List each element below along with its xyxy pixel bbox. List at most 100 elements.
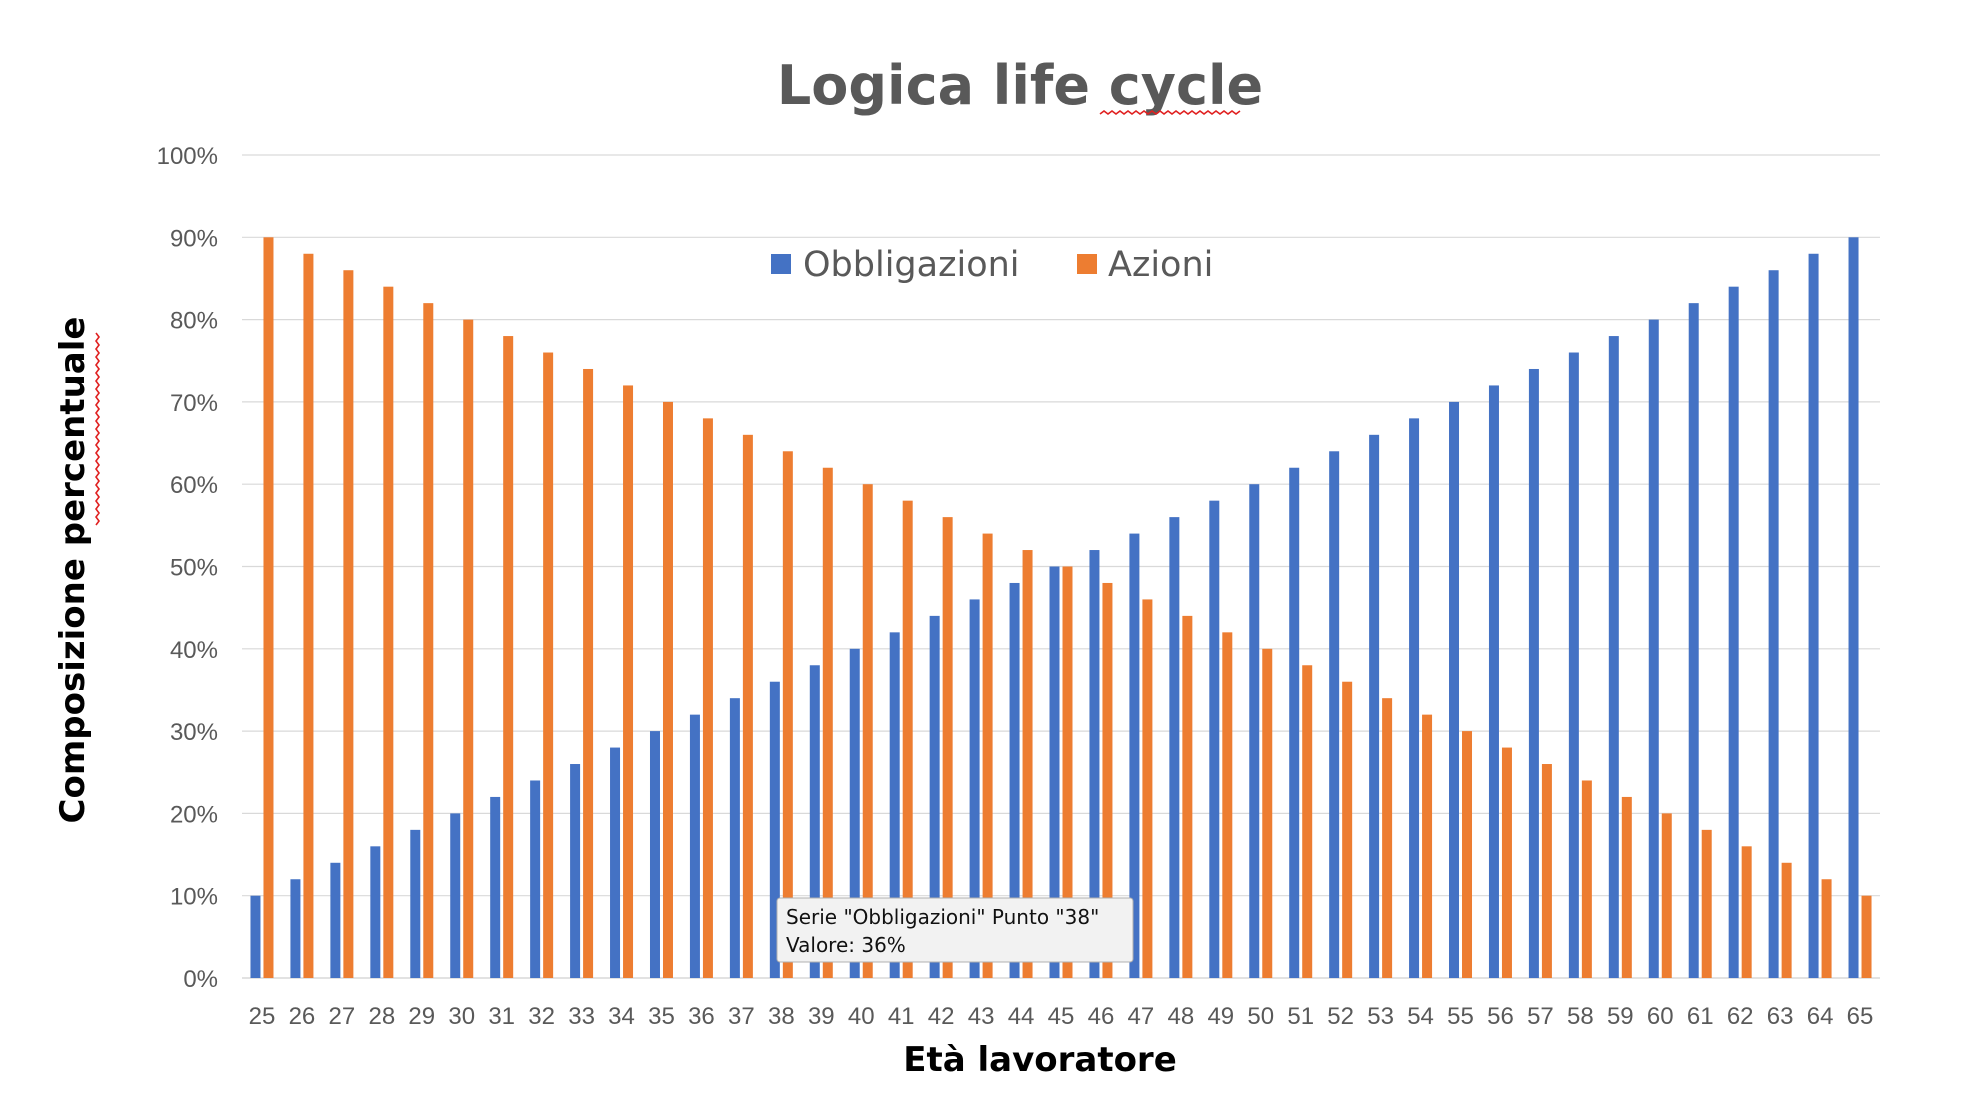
x-tick-label: 29 bbox=[408, 1003, 435, 1030]
x-tick-label: 48 bbox=[1168, 1003, 1195, 1030]
tooltip-line-2: Valore: 36% bbox=[786, 933, 906, 957]
bar-obbligazioni-64 bbox=[1808, 253, 1819, 978]
bar-obbligazioni-59 bbox=[1608, 336, 1619, 978]
x-tick-label: 59 bbox=[1607, 1003, 1634, 1030]
x-tick-label: 25 bbox=[249, 1003, 276, 1030]
data-point-tooltip: Serie "Obbligazioni" Punto "38" Valore: … bbox=[776, 897, 1134, 963]
bar-obbligazioni-50 bbox=[1249, 484, 1260, 978]
bar-obbligazioni-42 bbox=[929, 615, 940, 978]
x-tick-label: 49 bbox=[1207, 1003, 1234, 1030]
x-tick-label: 55 bbox=[1447, 1003, 1474, 1030]
x-tick-label: 64 bbox=[1807, 1003, 1834, 1030]
bar-azioni-61 bbox=[1701, 829, 1712, 978]
bar-obbligazioni-48 bbox=[1169, 517, 1180, 978]
bar-obbligazioni-26 bbox=[290, 879, 301, 978]
x-tick-label: 30 bbox=[448, 1003, 475, 1030]
y-tick-label: 80% bbox=[170, 308, 218, 335]
spellcheck-underline bbox=[1099, 110, 1241, 115]
x-tick-label: 54 bbox=[1407, 1003, 1434, 1030]
bar-azioni-60 bbox=[1661, 813, 1672, 978]
bar-obbligazioni-33 bbox=[570, 764, 581, 978]
spellcheck-underline-ylabel bbox=[95, 332, 100, 526]
bar-azioni-31 bbox=[503, 336, 514, 978]
bar-azioni-25 bbox=[263, 237, 274, 979]
bar-azioni-28 bbox=[383, 286, 394, 978]
x-tick-label: 38 bbox=[768, 1003, 795, 1030]
x-tick-label: 32 bbox=[528, 1003, 555, 1030]
x-tick-label: 45 bbox=[1048, 1003, 1075, 1030]
legend-label-obbligazioni: Obbligazioni bbox=[803, 245, 1020, 285]
x-tick-label: 57 bbox=[1527, 1003, 1554, 1030]
bar-azioni-51 bbox=[1302, 665, 1313, 978]
x-tick-label: 58 bbox=[1567, 1003, 1594, 1030]
bar-azioni-30 bbox=[463, 319, 474, 979]
bar-azioni-50 bbox=[1262, 648, 1273, 978]
bar-obbligazioni-53 bbox=[1369, 434, 1380, 978]
y-tick-label: 0% bbox=[183, 966, 218, 993]
x-tick-label: 34 bbox=[608, 1003, 635, 1030]
bars bbox=[250, 237, 1872, 979]
bar-azioni-54 bbox=[1422, 714, 1433, 978]
gridlines bbox=[242, 154, 1880, 979]
bar-azioni-36 bbox=[702, 418, 713, 978]
y-axis-tick-labels: 0% 10% 20% 30% 40% 50% 60% 70% 80% 90% 100% bbox=[157, 143, 218, 993]
chart-legend: Obbligazioni Azioni bbox=[771, 245, 1213, 285]
bar-azioni-62 bbox=[1741, 846, 1752, 978]
x-tick-label: 63 bbox=[1767, 1003, 1794, 1030]
bar-obbligazioni-31 bbox=[490, 796, 501, 978]
bar-obbligazioni-40 bbox=[849, 648, 860, 978]
x-tick-label: 37 bbox=[728, 1003, 755, 1030]
bar-obbligazioni-61 bbox=[1688, 303, 1699, 978]
bar-obbligazioni-63 bbox=[1768, 270, 1779, 979]
x-axis-tick-labels: 25 26 27 28 29 30 31 32 33 34 35 36 37 38 39 40 41 42 43 44… bbox=[249, 1003, 1874, 1030]
x-tick-label: 36 bbox=[688, 1003, 715, 1030]
bar-azioni-57 bbox=[1541, 764, 1552, 978]
x-tick-label: 61 bbox=[1687, 1003, 1714, 1030]
y-tick-label: 100% bbox=[157, 143, 218, 170]
bar-azioni-58 bbox=[1581, 780, 1592, 978]
bar-azioni-38 bbox=[782, 451, 793, 978]
bar-obbligazioni-65 bbox=[1848, 237, 1859, 979]
x-tick-label: 35 bbox=[648, 1003, 675, 1030]
bar-azioni-27 bbox=[343, 270, 354, 979]
bar-azioni-49 bbox=[1222, 632, 1233, 978]
x-tick-label: 43 bbox=[968, 1003, 995, 1030]
bar-obbligazioni-36 bbox=[689, 714, 700, 978]
bar-azioni-32 bbox=[543, 352, 554, 978]
bar-obbligazioni-29 bbox=[410, 829, 421, 978]
bar-obbligazioni-34 bbox=[610, 747, 621, 978]
y-axis-title: Composizione percentuale bbox=[53, 317, 93, 824]
x-tick-label: 33 bbox=[568, 1003, 595, 1030]
bar-obbligazioni-30 bbox=[450, 813, 461, 978]
x-tick-label: 40 bbox=[848, 1003, 875, 1030]
x-tick-label: 53 bbox=[1367, 1003, 1394, 1030]
bar-obbligazioni-52 bbox=[1329, 451, 1340, 978]
x-tick-label: 31 bbox=[488, 1003, 515, 1030]
bar-obbligazioni-43 bbox=[969, 599, 980, 978]
bar-obbligazioni-56 bbox=[1488, 385, 1499, 978]
bar-obbligazioni-62 bbox=[1728, 286, 1739, 978]
bar-obbligazioni-49 bbox=[1209, 500, 1220, 978]
bar-azioni-40 bbox=[862, 484, 873, 978]
bar-azioni-47 bbox=[1142, 599, 1153, 978]
legend-swatch-obbligazioni bbox=[771, 254, 791, 274]
bar-azioni-59 bbox=[1621, 796, 1632, 978]
bar-azioni-52 bbox=[1342, 681, 1353, 978]
y-tick-label: 50% bbox=[170, 555, 218, 582]
y-tick-label: 20% bbox=[170, 801, 218, 828]
bar-obbligazioni-37 bbox=[729, 698, 740, 978]
bar-azioni-29 bbox=[423, 303, 434, 978]
bar-obbligazioni-44 bbox=[1009, 582, 1020, 978]
bar-azioni-34 bbox=[623, 385, 634, 978]
x-tick-label: 62 bbox=[1727, 1003, 1754, 1030]
y-tick-label: 70% bbox=[170, 390, 218, 417]
bar-azioni-39 bbox=[822, 467, 833, 978]
legend-swatch-azioni bbox=[1077, 254, 1097, 274]
bar-obbligazioni-60 bbox=[1648, 319, 1659, 979]
y-tick-label: 30% bbox=[170, 719, 218, 746]
bar-azioni-37 bbox=[742, 434, 753, 978]
legend-label-azioni: Azioni bbox=[1108, 245, 1213, 285]
bar-azioni-43 bbox=[982, 533, 993, 978]
x-tick-label: 41 bbox=[888, 1003, 915, 1030]
